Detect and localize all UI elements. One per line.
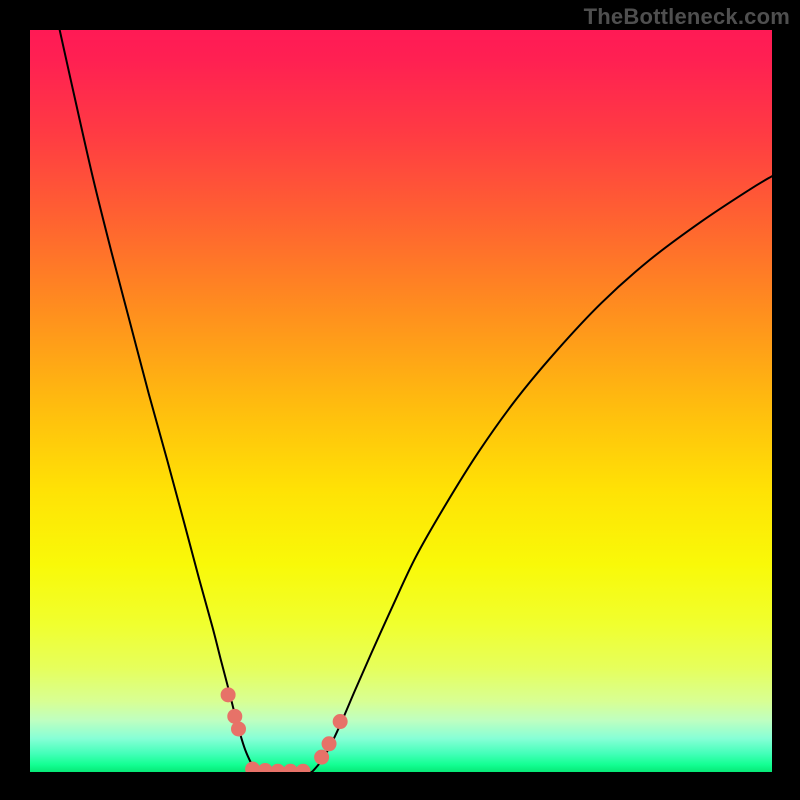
marker-point xyxy=(246,762,260,772)
plot-area xyxy=(30,30,772,772)
marker-point xyxy=(322,737,336,751)
marker-point xyxy=(333,715,347,729)
marker-point xyxy=(221,688,235,702)
curve-layer xyxy=(30,30,772,772)
marker-point xyxy=(228,709,242,723)
marker-point xyxy=(271,764,285,772)
marker-point xyxy=(315,750,329,764)
curve-right-branch xyxy=(312,176,772,772)
watermark-text: TheBottleneck.com xyxy=(584,4,790,30)
figure-canvas: TheBottleneck.com xyxy=(0,0,800,800)
curve-left-branch xyxy=(60,30,257,772)
marker-point xyxy=(283,764,297,772)
marker-point xyxy=(296,764,310,772)
marker-point xyxy=(258,764,272,772)
marker-point xyxy=(232,722,246,736)
